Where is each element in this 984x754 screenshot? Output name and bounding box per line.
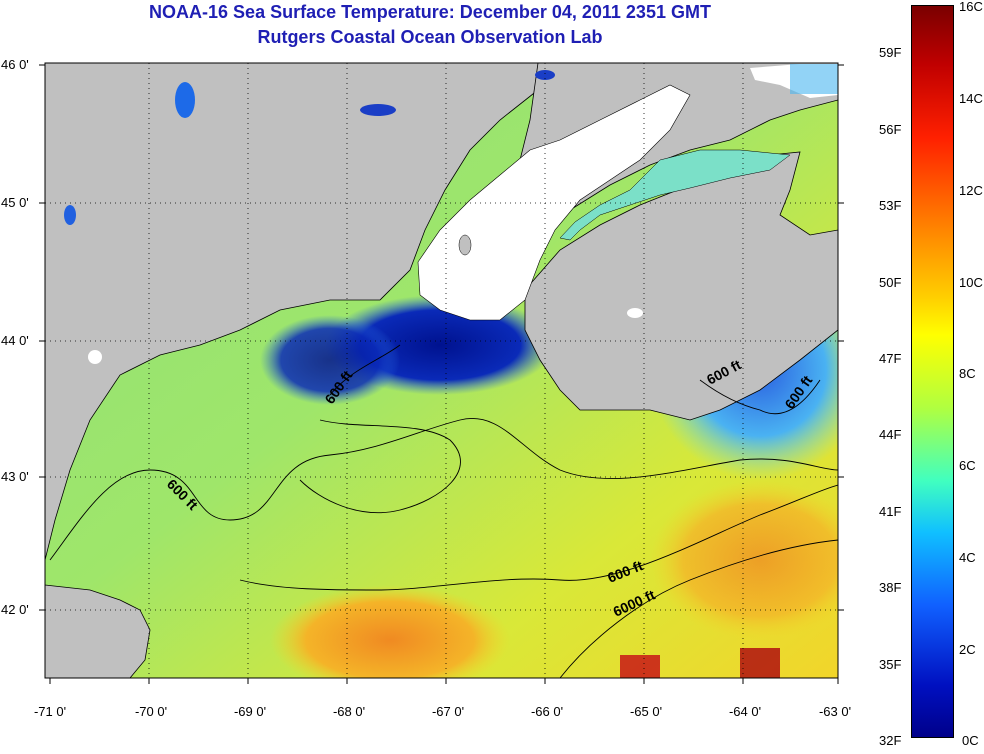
lake-grand [360,104,396,116]
lake-west [64,205,76,225]
colorbar-label-f: 35F [879,657,902,672]
lon-label: -64 0' [729,704,761,719]
lake-white [88,350,102,364]
colorbar-label-f: 32F [879,733,902,748]
grand-manan-island [458,234,472,256]
hot-spot [620,655,660,678]
lon-label: -69 0' [234,704,266,719]
land-cape-cod [45,584,151,678]
cool-water-northeast [790,64,838,94]
colorbar-gradient [911,5,954,738]
map-plot-area: 600 ft 600 ft 600 ft 600 ft 600 ft 6000 … [45,63,838,678]
colorbar-label-c: 2C [959,642,976,657]
colorbar-label-f: 44F [879,427,902,442]
lon-label: -65 0' [630,704,662,719]
map-frame [44,62,839,679]
colorbar-label-f: 56F [879,122,902,137]
colorbar-label-f: 47F [879,351,902,366]
depth-contours [49,344,838,678]
lon-label: -71 0' [34,704,66,719]
tick-marks [39,64,844,684]
lon-label: -67 0' [432,704,464,719]
land-new-england [45,63,539,561]
lake-moosehead [175,82,195,118]
colorbar-label-f: 41F [879,504,902,519]
lon-label: -66 0' [531,704,563,719]
colorbar-label-f: 38F [879,580,902,595]
lon-label: -68 0' [333,704,365,719]
colorbar-label-c: 14C [959,91,983,106]
cloud-cover-fundy [417,84,691,321]
lat-label: 46 0' [1,57,29,72]
colorbar-label-f: 53F [879,198,902,213]
temperature-colorbar [911,5,954,738]
minas-channel-water [559,149,791,241]
map-title: NOAA-16 Sea Surface Temperature: Decembe… [149,2,711,22]
colorbar-label-f: 50F [879,275,902,290]
lon-label: -70 0' [135,704,167,719]
warm-water-patch-east [650,480,838,640]
colorbar-label-c: 16C [959,0,983,14]
map-subtitle: Rutgers Coastal Ocean Observation Lab [257,27,603,47]
lat-label: 42 0' [1,602,29,617]
hot-spot-east [740,648,780,678]
graticule [45,63,838,678]
colorbar-label-c: 6C [959,458,976,473]
colorbar-label-c: 10C [959,275,983,290]
colorbar-label-c: 0C [962,733,979,748]
colorbar-label-c: 12C [959,183,983,198]
lake-nova-scotia [627,308,643,318]
lake-north [535,70,555,80]
colorbar-label-c: 4C [959,550,976,565]
lat-label: 43 0' [1,469,29,484]
colorbar-label-c: 8C [959,366,976,381]
warm-water-patch [270,585,510,678]
lat-label: 45 0' [1,195,29,210]
lat-label: 44 0' [1,333,29,348]
cold-water-west [260,315,400,405]
lon-label: -63 0' [819,704,851,719]
colorbar-label-f: 59F [879,45,902,60]
